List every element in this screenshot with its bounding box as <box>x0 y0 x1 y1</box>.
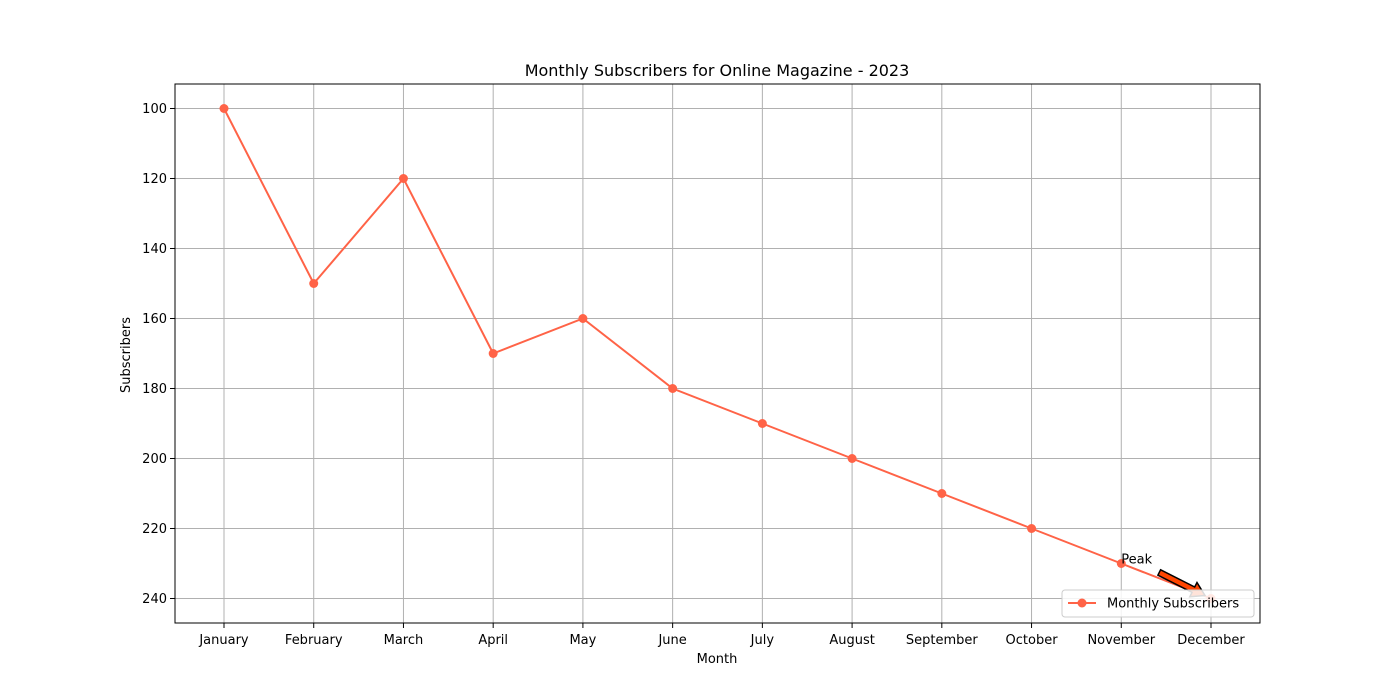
data-point <box>578 314 588 323</box>
y-tick-label: 200 <box>142 452 167 467</box>
y-tick-label: 100 <box>142 102 167 117</box>
x-tick-label: May <box>569 633 596 648</box>
y-tick-label: 140 <box>142 242 167 257</box>
series-line <box>223 108 1212 600</box>
x-tick-label: December <box>1177 633 1245 648</box>
chart-title: Monthly Subscribers for Online Magazine … <box>525 61 910 80</box>
y-tick-label: 160 <box>142 312 167 327</box>
data-point <box>1116 559 1126 568</box>
x-tick-label: July <box>750 633 775 648</box>
data-point <box>309 279 319 288</box>
grid <box>175 84 1260 623</box>
data-point <box>668 384 678 393</box>
legend-box <box>1061 589 1255 618</box>
legend-marker <box>1077 598 1087 608</box>
x-tick-label: February <box>285 633 343 648</box>
y-tick-label: 220 <box>142 522 167 537</box>
data-point <box>219 104 229 113</box>
legend-label: Monthly Subscribers <box>1107 597 1239 612</box>
x-tick-label: June <box>657 633 686 648</box>
y-tick-label: 240 <box>142 592 167 607</box>
x-tick-label: January <box>198 633 249 648</box>
x-axis: January February March April May June July Augu… <box>198 623 1245 648</box>
y-tick-label: 180 <box>142 382 167 397</box>
x-tick-label: November <box>1087 633 1155 648</box>
x-tick-label: October <box>1006 633 1059 648</box>
y-axis: 100 120 140 160 180 200 220 240 <box>142 102 175 607</box>
x-tick-label: August <box>829 633 875 648</box>
plot-frame <box>174 83 1261 624</box>
series-line-group <box>219 104 1216 603</box>
data-point <box>488 349 498 358</box>
data-point <box>757 419 767 428</box>
data-point <box>1027 524 1037 533</box>
y-tick-label: 120 <box>142 172 167 187</box>
x-axis-label: Month <box>697 652 738 667</box>
data-point <box>398 174 408 183</box>
x-tick-label: April <box>478 633 508 648</box>
x-tick-label: September <box>906 633 979 648</box>
annotation-text: Peak <box>1121 553 1152 568</box>
data-point <box>937 489 947 498</box>
y-axis-label: Subscribers <box>119 317 134 393</box>
data-point <box>847 454 857 463</box>
legend: Monthly Subscribers <box>1061 589 1255 618</box>
x-tick-label: March <box>384 633 424 648</box>
